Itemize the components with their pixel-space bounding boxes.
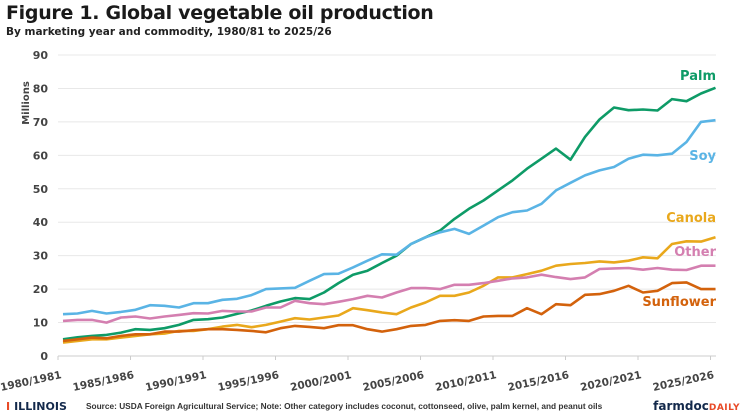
y-tick-label: 60 [33, 149, 49, 162]
series-line-other [62, 264, 716, 324]
chart-title: Figure 1. Global vegetable oil productio… [6, 2, 434, 24]
source-note: Source: USDA Foreign Agricultural Servic… [86, 401, 603, 411]
x-tick-label: 2015/2016 [507, 369, 570, 394]
x-tick-label: 2025/2026 [652, 369, 715, 394]
y-tick-label: 30 [33, 250, 49, 263]
series-line-sunflower [62, 281, 716, 343]
y-tick-label: 0 [40, 350, 48, 363]
x-tick-label: 1995/1996 [217, 369, 280, 394]
y-tick-label: 90 [33, 49, 49, 62]
y-tick-label: 70 [33, 116, 49, 129]
series-label-canola: Canola [666, 211, 716, 226]
series-label-other: Other [674, 245, 716, 260]
chart-subtitle: By marketing year and commodity, 1980/81… [6, 26, 332, 38]
series-label-palm: Palm [680, 69, 716, 84]
y-tick-label: 80 [33, 82, 49, 95]
y-tick-label: 40 [33, 216, 49, 229]
series-line-soy [62, 118, 716, 316]
x-tick-label: 1985/1986 [72, 369, 135, 394]
x-tick-label: 2020/2021 [579, 369, 642, 394]
line-chart: 0 10 20 30 40 50 60 70 80 90 1980/1981 1985/1986 19… [0, 49, 717, 394]
series-line-palm [62, 86, 716, 341]
y-tick-label: 20 [33, 283, 49, 296]
x-tick-label: 1980/1981 [0, 369, 63, 394]
x-tick-label: 2000/2001 [289, 369, 352, 394]
x-tick-label: 2005/2006 [362, 369, 425, 394]
footer: I ILLINOIS Source: USDA Foreign Agricultu… [0, 396, 748, 418]
y-tick-label: 10 [33, 317, 49, 330]
series-label-soy: Soy [689, 149, 716, 164]
illinois-logo: I ILLINOIS [6, 400, 67, 413]
y-axis-label: Millions [21, 81, 32, 125]
y-tick-label: 50 [33, 183, 49, 196]
farmdoc-daily-logo: farmdocDAILY [653, 399, 740, 413]
x-tick-label: 2010/2011 [434, 369, 497, 394]
x-tick-label: 1990/1991 [144, 369, 207, 394]
series-label-sunflower: Sunflower [642, 295, 716, 310]
